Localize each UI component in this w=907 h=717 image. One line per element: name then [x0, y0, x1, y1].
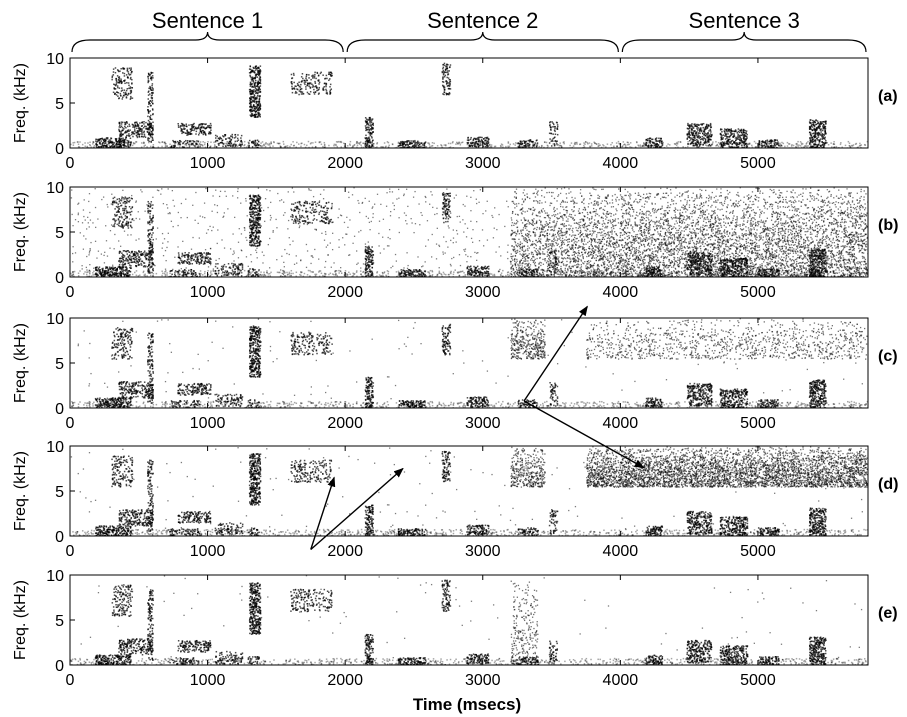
spectrogram-panel: 0 1000 2000 3000 4000 5000 0 5 10 Freq. (kHz) (e)	[12, 568, 898, 689]
x-tick-label: 2000	[327, 155, 363, 172]
x-tick-label: 3000	[465, 672, 501, 689]
y-axis-label: Freq. (kHz)	[12, 63, 29, 143]
sentence-brace	[71, 31, 344, 53]
spectrogram-energy	[70, 187, 868, 277]
panel-label: (e)	[878, 605, 898, 622]
y-tick-label: 5	[55, 225, 64, 242]
x-tick-label: 4000	[603, 543, 639, 560]
panel-label: (d)	[878, 476, 898, 493]
sentence-brace	[346, 31, 619, 53]
sentence-braces: Sentence 1 Sentence 2 Sentence 3	[71, 8, 867, 53]
x-tick-label: 0	[66, 415, 75, 432]
spectrogram-panel: 0 1000 2000 3000 4000 5000 0 5 10 Freq. (kHz) (a)	[12, 51, 898, 172]
spectrogram-energy	[70, 62, 868, 148]
x-tick-label: 1000	[190, 155, 226, 172]
x-tick-label: 3000	[465, 155, 501, 172]
x-tick-label: 4000	[603, 415, 639, 432]
annotation-arrow	[523, 400, 645, 469]
annotation-arrow	[523, 305, 588, 402]
panel-label: (b)	[878, 217, 898, 234]
spectrogram-energy	[70, 446, 868, 536]
x-tick-label: 3000	[465, 284, 501, 301]
y-tick-label: 0	[55, 658, 64, 675]
x-tick-label: 1000	[190, 284, 226, 301]
x-tick-label: 1000	[190, 543, 226, 560]
x-tick-label: 0	[66, 284, 75, 301]
y-tick-label: 5	[55, 96, 64, 113]
sentence-label: Sentence 2	[427, 8, 538, 33]
annotation-arrow	[310, 467, 404, 551]
x-tick-label: 4000	[603, 284, 639, 301]
sentence-label: Sentence 3	[689, 8, 800, 33]
spectrogram-energy	[70, 575, 868, 665]
y-tick-label: 0	[55, 270, 64, 287]
panel-label: (c)	[878, 348, 898, 365]
y-tick-label: 0	[55, 141, 64, 158]
x-tick-label: 5000	[740, 155, 776, 172]
spectrogram-panel: 0 1000 2000 3000 4000 5000 0 5 10 Freq. (kHz) (c)	[12, 311, 898, 432]
x-tick-label: 5000	[740, 415, 776, 432]
x-tick-label: 2000	[327, 672, 363, 689]
spectrogram-panel: 0 1000 2000 3000 4000 5000 0 5 10 Freq. (kHz) (d)	[12, 439, 898, 560]
spectrogram-energy	[71, 318, 868, 408]
y-tick-label: 10	[46, 311, 64, 328]
y-tick-label: 0	[55, 529, 64, 546]
x-tick-label: 2000	[327, 415, 363, 432]
y-axis-label: Freq. (kHz)	[12, 192, 29, 272]
y-tick-label: 10	[46, 568, 64, 585]
x-axis-label: Time (msecs)	[413, 695, 521, 714]
sentence-label: Sentence 1	[152, 8, 263, 33]
x-tick-label: 3000	[465, 415, 501, 432]
x-tick-label: 3000	[465, 543, 501, 560]
y-tick-label: 5	[55, 356, 64, 373]
panel-label: (a)	[878, 88, 898, 105]
x-tick-label: 0	[66, 543, 75, 560]
x-tick-label: 1000	[190, 672, 226, 689]
y-axis-label: Freq. (kHz)	[12, 323, 29, 403]
annotation-arrows	[310, 305, 645, 551]
x-tick-label: 5000	[740, 543, 776, 560]
y-tick-label: 10	[46, 51, 64, 68]
sentence-brace	[621, 31, 867, 53]
x-tick-label: 2000	[327, 284, 363, 301]
annotation-arrow	[310, 476, 336, 550]
x-tick-label: 1000	[190, 415, 226, 432]
x-tick-label: 2000	[327, 543, 363, 560]
spectrogram-panel: 0 1000 2000 3000 4000 5000 0 5 10 Freq. (kHz) (b)	[12, 180, 898, 301]
x-tick-label: 4000	[603, 672, 639, 689]
y-axis-label: Freq. (kHz)	[12, 580, 29, 660]
x-tick-label: 5000	[740, 672, 776, 689]
y-tick-label: 10	[46, 439, 64, 456]
x-tick-label: 4000	[603, 155, 639, 172]
y-tick-label: 5	[55, 484, 64, 501]
y-tick-label: 0	[55, 401, 64, 418]
x-tick-label: 0	[66, 672, 75, 689]
x-tick-label: 5000	[740, 284, 776, 301]
x-tick-label: 0	[66, 155, 75, 172]
y-axis-label: Freq. (kHz)	[12, 451, 29, 531]
y-tick-label: 5	[55, 613, 64, 630]
y-tick-label: 10	[46, 180, 64, 197]
